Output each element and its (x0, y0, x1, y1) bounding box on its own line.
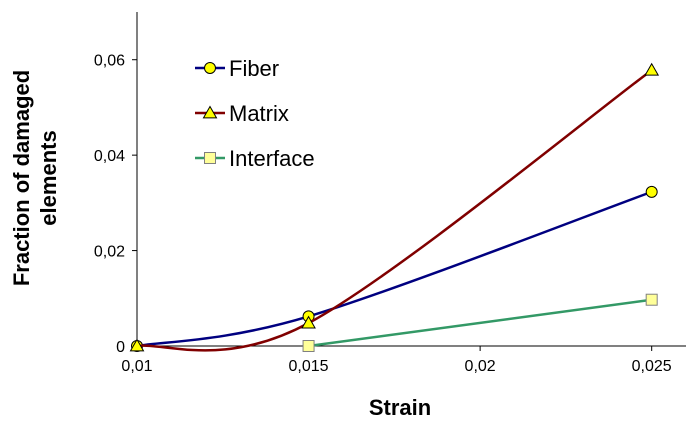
data-point-matrix (301, 315, 316, 329)
y-tick-label: 0,06 (94, 53, 125, 70)
legend-swatch-marker (204, 62, 216, 74)
series-matrix (129, 62, 660, 352)
chart-legend: Fiber Matrix Interface (195, 56, 315, 171)
legend-swatch-marker (204, 152, 216, 164)
x-axis-ticks: 0,01 0,015 0,02 0,025 (121, 346, 672, 375)
x-tick-label: 0,015 (289, 358, 329, 375)
y-tick-label: 0,04 (94, 148, 125, 165)
y-axis-ticks: 0 0,02 0,04 0,06 (94, 53, 137, 356)
y-tick-label: 0 (116, 339, 125, 356)
series-line-interface (308, 298, 652, 348)
y-tick-label: 0,02 (94, 244, 125, 261)
legend-item-matrix: Matrix (195, 101, 289, 126)
data-point-fiber (645, 185, 658, 198)
y-axis-title-line-1: Fraction of damaged (9, 70, 34, 286)
legend-item-fiber: Fiber (195, 56, 279, 81)
series-line-matrix (136, 69, 653, 352)
legend-label: Fiber (229, 56, 279, 81)
x-tick-label: 0,01 (121, 358, 152, 375)
legend-swatch-marker (202, 105, 218, 119)
y-axis-title-line-2: elements (36, 130, 61, 225)
series-layer (129, 62, 660, 352)
legend-item-interface: Interface (195, 146, 315, 171)
data-point-matrix (644, 62, 660, 76)
legend-label: Interface (229, 146, 315, 171)
data-point-matrix (129, 338, 145, 352)
data-point-interface (302, 340, 315, 352)
data-point-interface (645, 293, 658, 306)
series-interface (302, 293, 658, 352)
plot-axes (136, 12, 686, 347)
legend-label: Matrix (229, 101, 289, 126)
x-tick-label: 0,025 (632, 358, 672, 375)
x-tick-label: 0,02 (465, 358, 496, 375)
x-axis-title: Strain (369, 395, 431, 420)
